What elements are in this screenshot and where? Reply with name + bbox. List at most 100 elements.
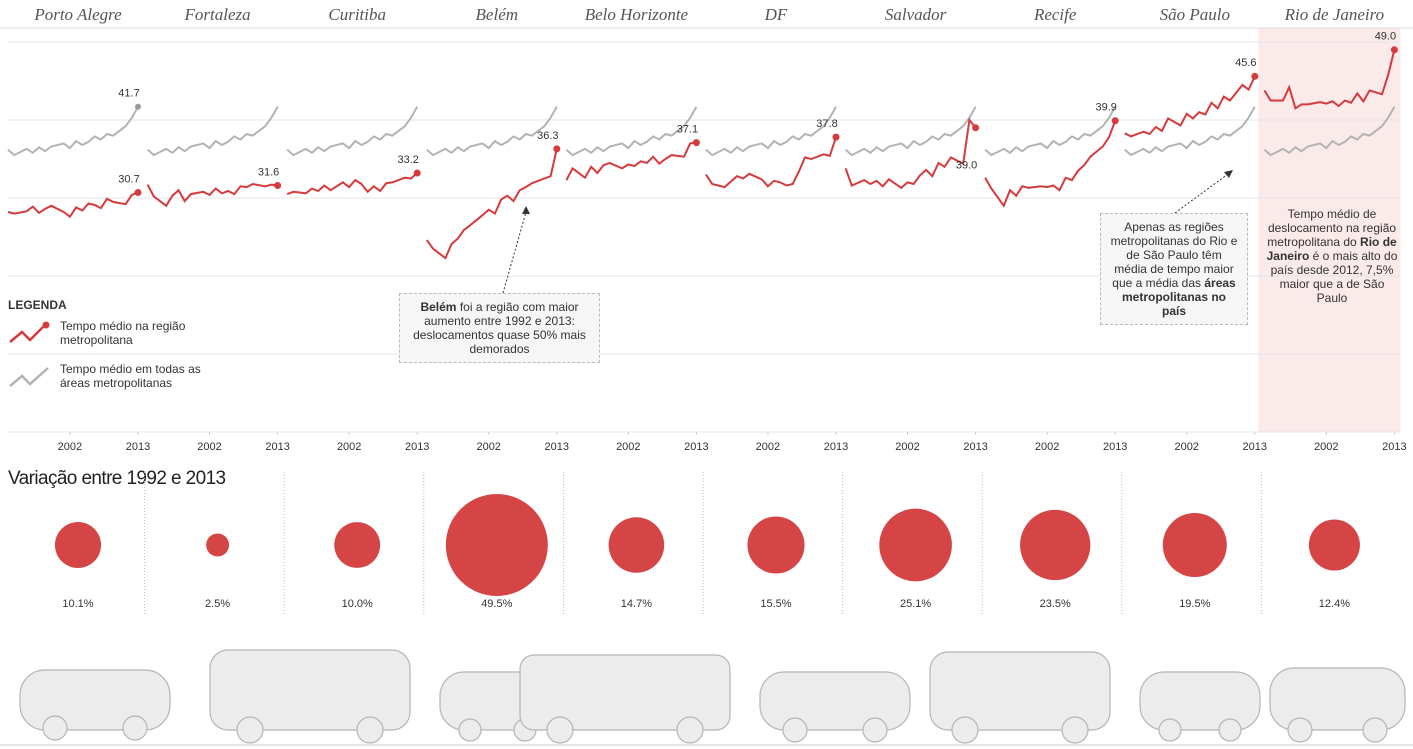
end-point <box>1391 46 1398 53</box>
value-label: 37.1 <box>677 124 698 136</box>
annotation-arrow <box>1175 174 1228 213</box>
region-line <box>846 120 976 188</box>
value-label: 31.6 <box>258 166 279 178</box>
reference-line <box>287 107 417 155</box>
region-line <box>1125 76 1255 136</box>
annotation: Tempo médio de deslocamento na região me… <box>1264 207 1400 305</box>
end-point <box>1112 117 1119 124</box>
region-line <box>985 121 1115 206</box>
reference-line <box>1125 107 1255 155</box>
end-point <box>833 134 840 141</box>
value-label: 2.5% <box>205 598 230 610</box>
region-line <box>8 193 138 217</box>
panel-title: Salvador <box>885 5 947 24</box>
legend-title: LEGENDA <box>8 298 178 312</box>
x-tick-label: 2002 <box>476 441 500 453</box>
value-label: 23.5% <box>1040 598 1071 610</box>
region-line <box>148 184 278 206</box>
x-tick-label: 2013 <box>545 441 569 453</box>
x-tick-label: 2002 <box>1035 441 1059 453</box>
value-label: 37.8 <box>816 118 837 130</box>
panel-title: DF <box>764 5 788 24</box>
panel-title: Belém <box>476 5 518 24</box>
chart-title: Variação entre 1992 e 2013 <box>8 468 226 489</box>
x-tick-label: 2013 <box>265 441 289 453</box>
bubble <box>55 522 101 568</box>
annotation-text: Belém <box>420 300 456 314</box>
panel-title: Porto Alegre <box>33 5 122 24</box>
panel-title: Curitiba <box>328 5 386 24</box>
bubble <box>446 494 548 596</box>
end-point <box>135 104 141 110</box>
x-tick-label: 2002 <box>197 441 221 453</box>
x-tick-label: 2002 <box>756 441 780 453</box>
bubble <box>879 509 952 582</box>
end-point <box>414 170 421 177</box>
value-label: 30.7 <box>118 173 139 185</box>
bubble <box>747 516 804 573</box>
x-tick-label: 2002 <box>895 441 919 453</box>
value-label: 19.5% <box>1179 598 1210 610</box>
reference-line <box>148 107 278 155</box>
value-label: 15.5% <box>760 598 791 610</box>
annotation-arrow <box>522 206 530 214</box>
panel-title: Rio de Janeiro <box>1284 5 1384 24</box>
reference-line <box>846 107 976 155</box>
legend-icon <box>10 368 48 386</box>
x-tick-label: 2013 <box>1103 441 1127 453</box>
x-tick-label: 2013 <box>1382 441 1406 453</box>
panel-title: São Paulo <box>1160 5 1230 24</box>
legend-label: Tempo médio em todas as áreas metropolit… <box>60 362 230 390</box>
bubble <box>334 522 380 568</box>
panel-title: Recife <box>1033 5 1077 24</box>
value-label: 14.7% <box>621 598 652 610</box>
end-point <box>274 182 281 189</box>
reference-line <box>985 107 1115 155</box>
infographic: Porto Alegre 2002 2013 30.7 41.7 Fortaleza 200… <box>0 0 1413 749</box>
reference-line <box>8 107 138 155</box>
end-point <box>693 139 700 146</box>
end-point <box>553 145 560 152</box>
value-label: 10.1% <box>62 598 93 610</box>
panel-title: Belo Horizonte <box>585 5 689 24</box>
end-point <box>135 189 142 196</box>
x-tick-label: 2013 <box>126 441 150 453</box>
value-label: 39.9 <box>1095 102 1116 114</box>
region-line <box>566 143 696 181</box>
region-line <box>287 173 417 194</box>
value-label: 10.0% <box>342 598 373 610</box>
legend-icon <box>10 326 44 342</box>
annotation-arrow <box>1224 170 1233 178</box>
bubble <box>1309 519 1360 570</box>
value-label: 45.6 <box>1235 57 1256 69</box>
panel-title: Fortaleza <box>184 5 251 24</box>
x-tick-label: 2002 <box>337 441 361 453</box>
x-tick-label: 2002 <box>1314 441 1338 453</box>
value-label: 33.2 <box>397 154 418 166</box>
value-label: 36.3 <box>537 130 558 142</box>
annotation: Apenas as regiões metropolitanas do Rio … <box>1100 213 1248 325</box>
legend-icon <box>43 322 50 329</box>
bubble <box>206 534 229 557</box>
value-label: 41.7 <box>118 88 139 100</box>
value-label: 12.4% <box>1319 598 1350 610</box>
x-tick-label: 2002 <box>1174 441 1198 453</box>
end-point <box>972 124 979 131</box>
x-tick-label: 2013 <box>405 441 429 453</box>
bubble <box>1163 513 1227 577</box>
region-line <box>427 149 557 258</box>
value-label: 49.5% <box>481 598 512 610</box>
decoration <box>20 650 1405 743</box>
x-tick-label: 2002 <box>616 441 640 453</box>
bubble <box>1020 510 1090 580</box>
x-tick-label: 2013 <box>963 441 987 453</box>
x-tick-label: 2013 <box>824 441 848 453</box>
x-tick-label: 2013 <box>1243 441 1267 453</box>
bubble <box>609 517 665 573</box>
x-tick-label: 2013 <box>684 441 708 453</box>
value-label: 39.0 <box>956 160 977 172</box>
annotation: Belém foi a região com maior aumento ent… <box>399 293 600 363</box>
reference-line <box>706 107 836 155</box>
value-label: 25.1% <box>900 598 931 610</box>
legend-label: Tempo médio na região metropolitana <box>60 319 230 347</box>
